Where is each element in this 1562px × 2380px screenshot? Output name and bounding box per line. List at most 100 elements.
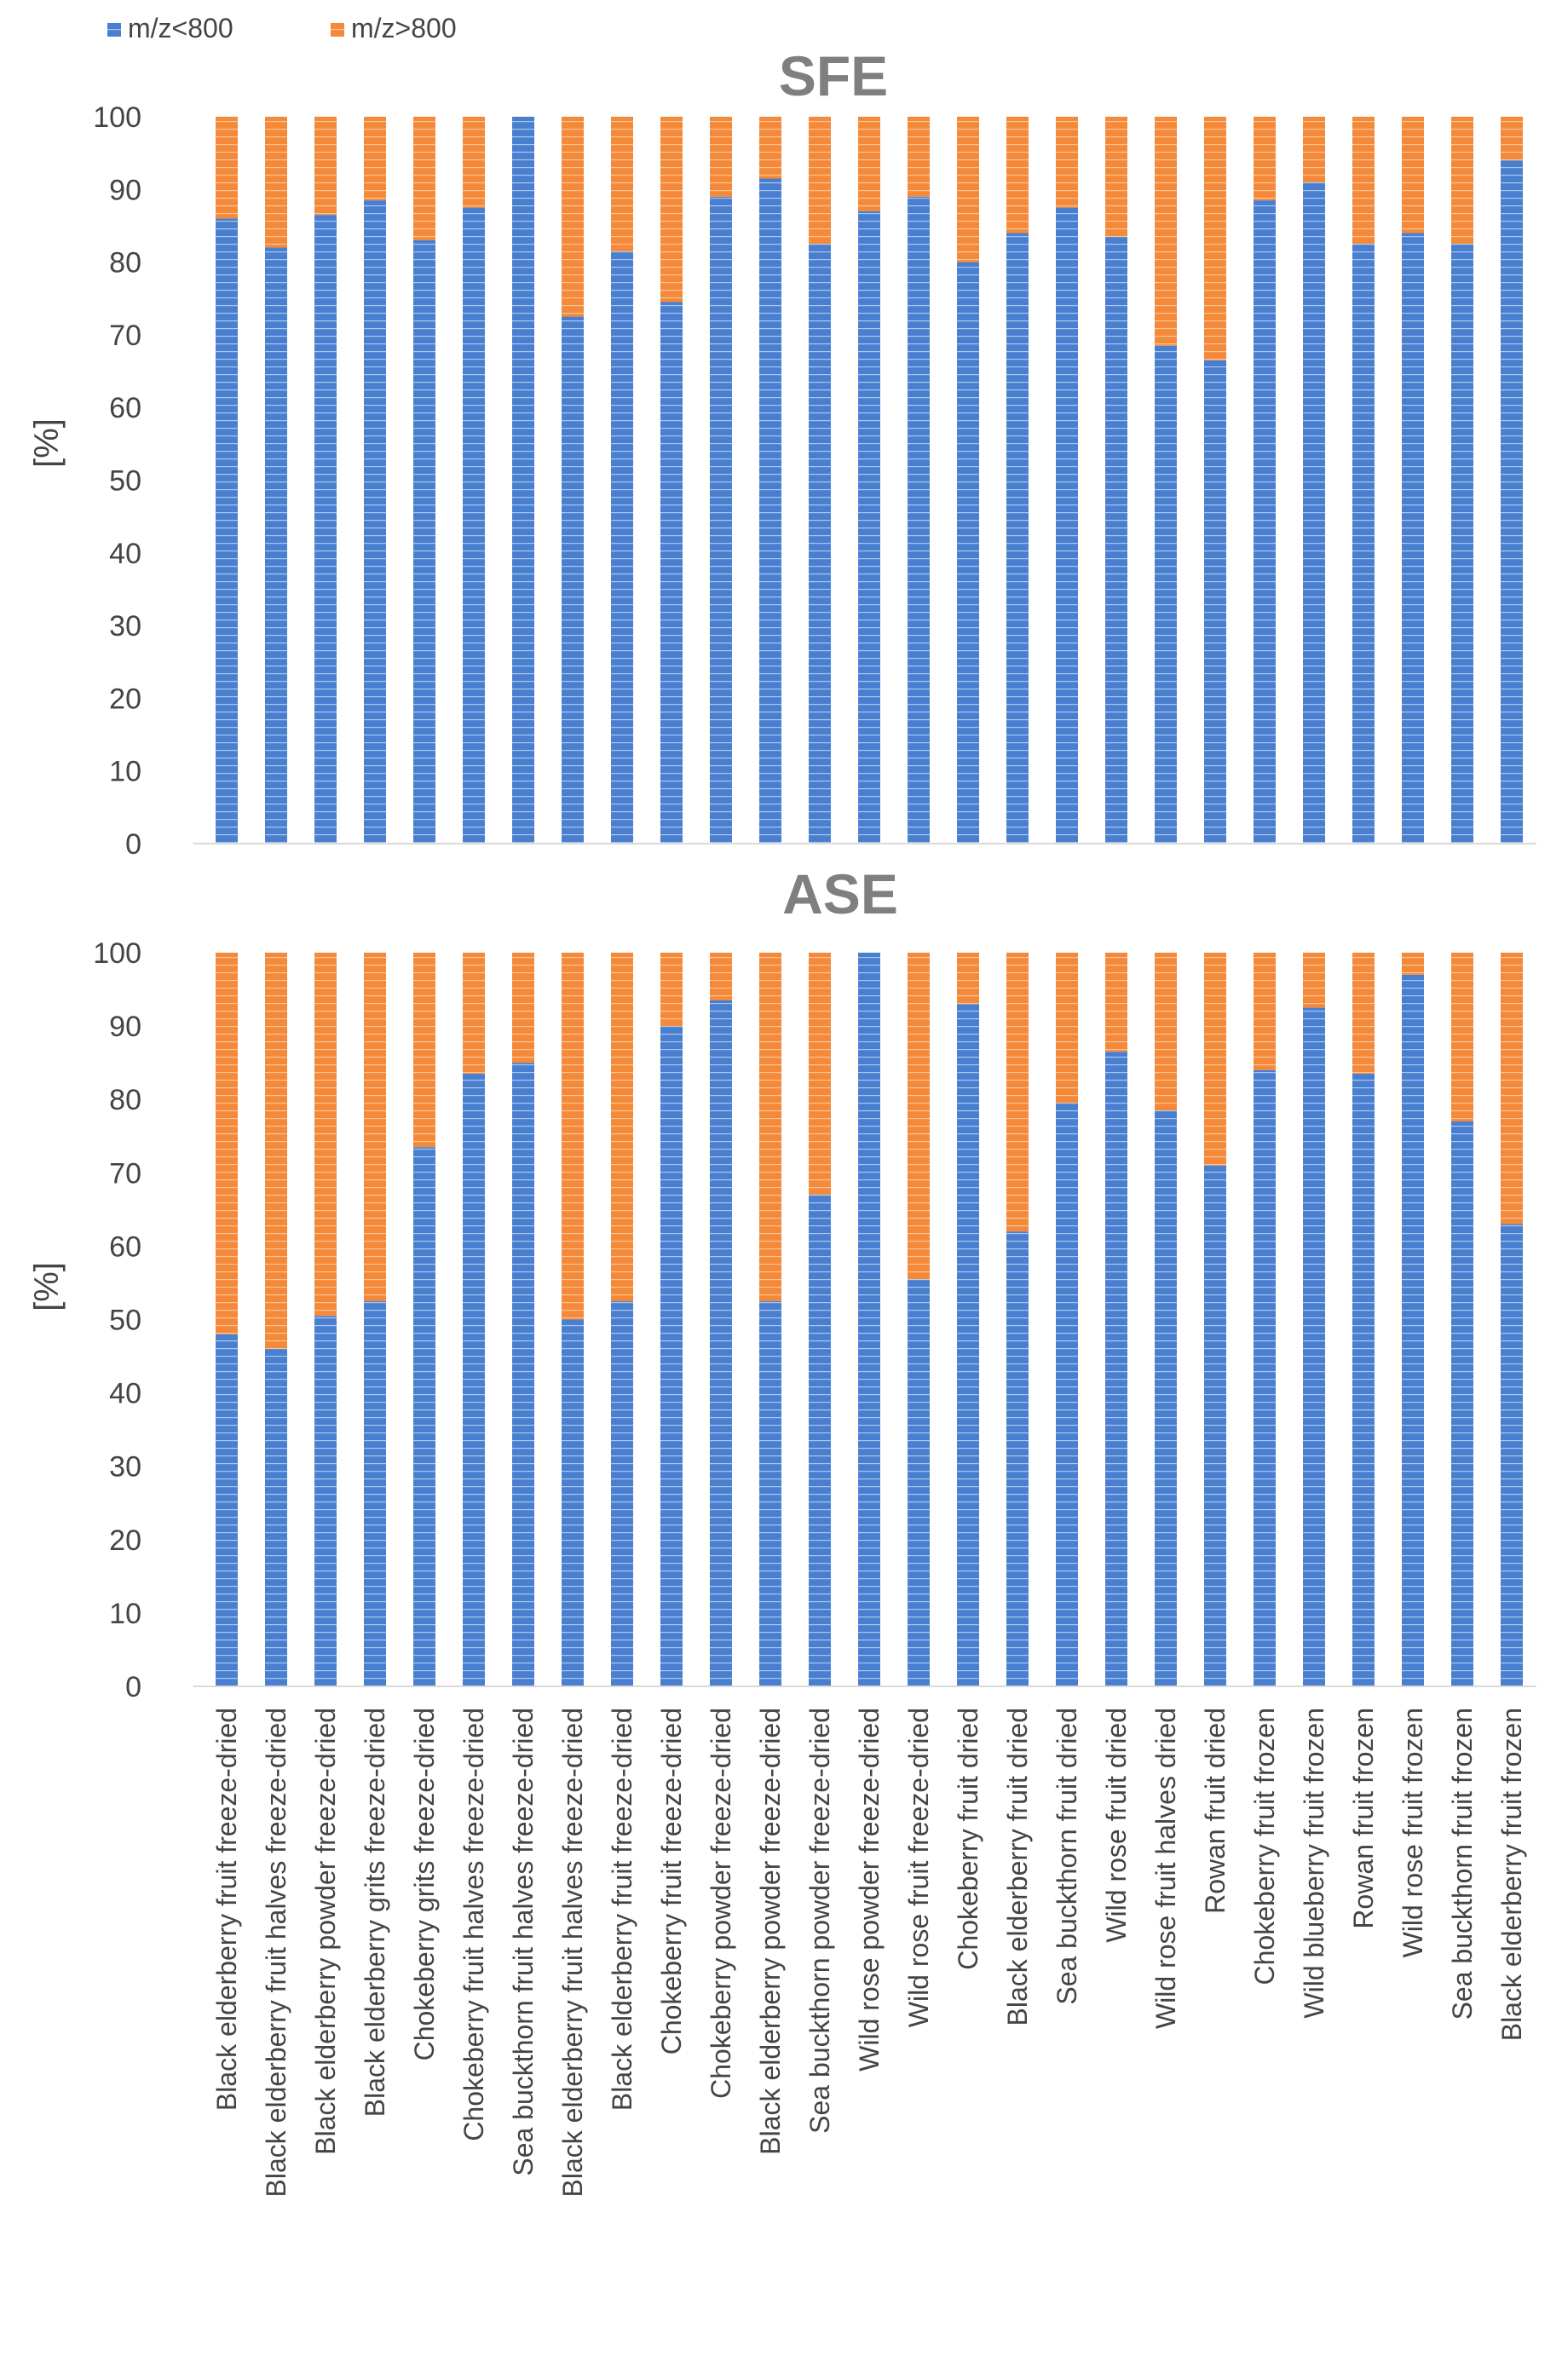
bar-stack xyxy=(957,953,979,1686)
x-tick-label: Wild rose fruit dried xyxy=(1101,1708,1132,1943)
bar-segment-high xyxy=(611,953,633,1301)
bar-stack xyxy=(413,953,435,1686)
bar-stack xyxy=(1303,117,1325,844)
x-tick-label: Black elderberry powder freeze-dried xyxy=(755,1708,786,2155)
y-tick-label: 10 xyxy=(109,756,141,788)
bar-segment-low xyxy=(710,196,732,844)
x-tick-label: Black elderberry fruit freeze-dried xyxy=(211,1708,242,2111)
bar-stack xyxy=(1056,117,1078,844)
bar-stack xyxy=(1303,953,1325,1686)
bar-segment-high xyxy=(1352,953,1375,1075)
bar-stack xyxy=(809,953,831,1686)
bar-segment-high xyxy=(1155,117,1177,346)
bar-segment-high xyxy=(759,953,781,1301)
bar-segment-low xyxy=(1204,1165,1226,1686)
bar-segment-low xyxy=(1352,244,1375,844)
bar-stack xyxy=(1501,953,1523,1686)
x-tick-label: Rowan fruit frozen xyxy=(1348,1708,1379,1929)
bar-segment-high xyxy=(512,953,534,1063)
bar-stack xyxy=(364,117,386,844)
bar-segment-high xyxy=(1501,117,1523,161)
bar-segment-high xyxy=(611,117,633,251)
bar-segment-high xyxy=(1204,953,1226,1166)
bar-segment-high xyxy=(1254,953,1276,1070)
bar-stack xyxy=(1056,953,1078,1686)
bar-segment-low xyxy=(1056,207,1078,844)
bar-segment-high xyxy=(957,117,979,262)
bar-segment-low xyxy=(216,1334,238,1686)
bar-segment-high xyxy=(1303,953,1325,1008)
bar-stack xyxy=(265,953,287,1686)
bar-stack xyxy=(1402,117,1424,844)
x-tick-label: Wild rose powder freeze-dried xyxy=(854,1708,885,2072)
bar-segment-low xyxy=(957,262,979,844)
bar-stack xyxy=(1352,117,1375,844)
bar-segment-high xyxy=(265,117,287,248)
chart-panel-ase: ASE [%] 0 10 20 30 40 50 60 70 80 90 100 xyxy=(28,862,1536,1703)
y-tick-labels-ase: 0 10 20 30 40 50 60 70 80 90 100 xyxy=(93,937,141,1703)
bar-stack xyxy=(562,953,584,1686)
y-tick-label: 100 xyxy=(93,101,141,134)
bar-segment-low xyxy=(1204,360,1226,844)
bar-stack xyxy=(1402,953,1424,1686)
bar-segment-high xyxy=(710,117,732,197)
bar-segment-low xyxy=(908,1279,930,1686)
bar-segment-low xyxy=(1254,200,1276,844)
y-tick-label: 60 xyxy=(109,1230,141,1263)
x-tick-label: Chokeberry powder freeze-dried xyxy=(706,1708,736,2099)
bar-segment-low xyxy=(858,210,880,844)
bar-stack xyxy=(660,953,683,1686)
x-tick-label: Sea buckthorn fruit dried xyxy=(1052,1708,1082,2005)
bar-segment-high xyxy=(1105,117,1127,237)
chart-panel-sfe: SFE [%] 0 10 20 30 40 50 60 70 80 90 100 xyxy=(28,44,1536,861)
bar-segment-high xyxy=(364,117,386,201)
bar-stack xyxy=(1254,953,1276,1686)
bar-segment-high xyxy=(957,953,979,1005)
bar-segment-low xyxy=(1303,1007,1325,1686)
y-tick-label: 20 xyxy=(109,1524,141,1557)
y-tick-label: 40 xyxy=(109,538,141,570)
bar-stack xyxy=(908,117,930,844)
bar-stack xyxy=(858,117,880,844)
y-tick-label: 40 xyxy=(109,1378,141,1410)
legend: m/z<800 m/z>800 xyxy=(107,13,457,43)
bar-segment-low xyxy=(364,1300,386,1686)
y-tick-label: 0 xyxy=(125,828,141,861)
bar-segment-low xyxy=(1402,233,1424,844)
bar-segment-high xyxy=(562,953,584,1320)
bar-stack xyxy=(1105,117,1127,844)
bar-segment-low xyxy=(1352,1074,1375,1686)
bar-segment-low xyxy=(562,1319,584,1686)
bar-stack xyxy=(216,117,238,844)
x-tick-label: Black elderberry fruit frozen xyxy=(1496,1708,1527,2041)
bar-segment-low xyxy=(364,200,386,844)
bar-segment-high xyxy=(1105,953,1127,1052)
bar-segment-high xyxy=(562,117,584,317)
bar-stack xyxy=(1006,953,1029,1686)
bar-stack xyxy=(1352,953,1375,1686)
bar-segment-low xyxy=(660,1026,683,1686)
bar-stack xyxy=(1501,117,1523,844)
y-axis-label-ase: [%] xyxy=(28,1262,66,1311)
y-tick-label: 10 xyxy=(109,1598,141,1630)
bar-segment-low xyxy=(265,247,287,844)
legend-swatch-low xyxy=(107,23,121,37)
bar-stack xyxy=(710,953,732,1686)
bar-segment-high xyxy=(1056,953,1078,1104)
bar-segment-high xyxy=(1006,953,1029,1232)
bar-stack xyxy=(364,953,386,1686)
x-tick-label: Wild rose fruit halves dried xyxy=(1150,1708,1181,2029)
x-tick-label: Chokeberry fruit halves freeze-dried xyxy=(458,1708,489,2141)
x-tick-label: Chokeberry grits freeze-dried xyxy=(409,1708,440,2060)
y-tick-label: 50 xyxy=(109,1305,141,1337)
bar-segment-high xyxy=(1204,117,1226,360)
bar-segment-high xyxy=(463,117,485,208)
legend-item-high: m/z>800 xyxy=(331,13,457,43)
y-tick-label: 30 xyxy=(109,1451,141,1484)
bar-segment-low xyxy=(1105,1052,1127,1686)
bar-segment-high xyxy=(463,953,485,1075)
legend-label-high: m/z>800 xyxy=(351,13,457,43)
bar-segment-low xyxy=(1501,160,1523,844)
bar-segment-high xyxy=(413,117,435,241)
